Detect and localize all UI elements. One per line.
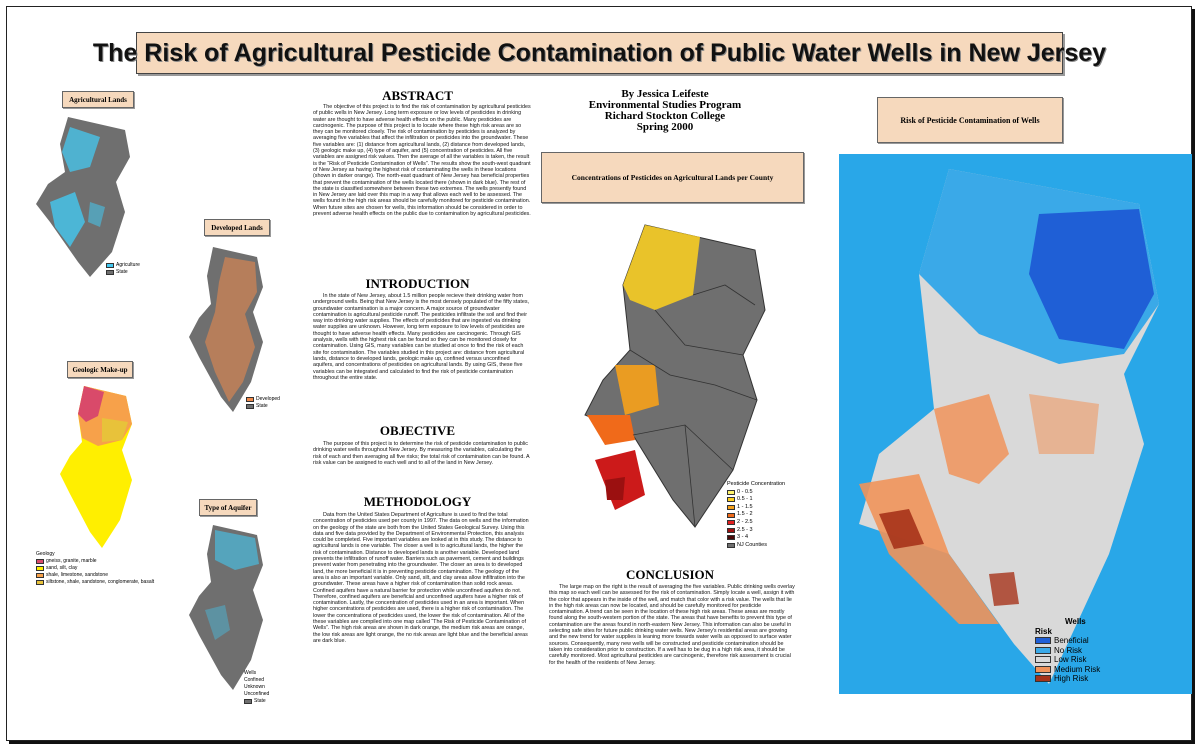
author-program: Environmental Studies Program	[588, 99, 742, 111]
risk-legend: Wells Risk Beneficial No Risk Low Risk M…	[1035, 617, 1100, 684]
geologic-legend-title: Geology	[36, 551, 55, 557]
author-date: Spring 2000	[636, 121, 694, 133]
objective-heading: OBJECTIVE	[379, 423, 456, 438]
abstract-heading: ABSTRACT	[382, 88, 453, 103]
legend-item-unknown: Unknown	[244, 684, 265, 690]
legend-item-counties: NJ Counties	[737, 541, 767, 548]
aquifer-legend: Wells Confined Unknown Unconfined State	[244, 670, 269, 705]
methodology-text: Data from the United States Department o…	[313, 512, 529, 644]
legend-item-state-3: State	[254, 698, 266, 704]
concentration-map	[584, 224, 766, 528]
author-name: By Jessica Leifeste	[621, 88, 709, 100]
legend-item-conc-2: 0.5 - 1	[737, 496, 753, 503]
developed-lands-label: Developed Lands	[204, 219, 270, 236]
legend-item-agriculture: Agriculture	[116, 262, 140, 268]
legend-swatch-high-risk	[1035, 675, 1051, 683]
legend-swatch-low-risk	[1035, 656, 1051, 664]
author-college: Richard Stockton College	[604, 110, 726, 122]
legend-item-conc-3: 1 - 1.5	[737, 503, 753, 510]
risk-legend-title: Risk	[1035, 626, 1052, 636]
legend-swatch-conc-4	[727, 512, 735, 518]
concentration-legend-title: Pesticide Concentration	[727, 481, 786, 487]
legend-swatch-sand	[36, 566, 44, 571]
legend-item-conc-1: 0 - 0.5	[737, 488, 753, 495]
title-banner: The Risk of Agricultural Pesticide Conta…	[93, 32, 1106, 74]
legend-swatch-developed	[246, 397, 254, 402]
legend-swatch-conc-2	[727, 497, 735, 503]
legend-swatch-beneficial	[1035, 637, 1051, 645]
concentration-map-label: Concentrations of Pesticides on Agricult…	[541, 152, 804, 203]
legend-swatch-no-risk	[1035, 646, 1051, 654]
legend-item-unconfined: Unconfined	[244, 691, 270, 697]
legend-swatch-siltstone	[36, 580, 44, 585]
legend-swatch-medium-risk	[1035, 665, 1051, 673]
geologic-makeup-label: Geologic Make-up	[67, 361, 133, 378]
developed-lands-map	[189, 247, 263, 412]
legend-item-confined: Confined	[244, 677, 265, 683]
legend-item-state-2: State	[256, 403, 268, 409]
geologic-makeup-map	[60, 386, 132, 548]
legend-item-no-risk: No Risk	[1054, 645, 1083, 655]
legend-swatch-conc-7	[727, 535, 735, 541]
legend-item-sand: sand, silt, clay	[46, 565, 78, 571]
legend-item-conc-4: 1.5 - 2	[737, 511, 753, 518]
author-block: By Jessica Leifeste Environmental Studie…	[555, 89, 775, 133]
legend-swatch-gneiss	[36, 559, 44, 564]
legend-item-low-risk: Low Risk	[1054, 655, 1087, 664]
legend-swatch-agriculture	[106, 263, 114, 268]
legend-swatch-conc-1	[727, 489, 735, 495]
geologic-legend: Geology gneiss, granite, marble sand, si…	[36, 551, 154, 586]
aquifer-type-map	[189, 525, 263, 690]
agricultural-lands-legend: Agriculture State	[106, 262, 140, 276]
aquifer-type-label: Type of Aquifer	[199, 499, 257, 516]
legend-swatch-shale	[36, 573, 44, 578]
legend-swatch-state-3	[244, 699, 252, 704]
objective-text: The purpose of this project is to determ…	[313, 441, 530, 466]
conclusion-text: The large map on the right is the result…	[549, 584, 795, 666]
methodology-heading: METHODOLOGY	[363, 494, 472, 509]
legend-swatch-conc-6	[727, 527, 735, 533]
developed-lands-legend: Developed State	[246, 396, 280, 410]
legend-item-siltstone: siltstone, shale, sandstone, conglomerat…	[46, 579, 155, 585]
introduction-text: In the state of New Jersey, about 1.5 mi…	[313, 293, 530, 381]
conclusion-heading: CONCLUSION	[625, 567, 715, 582]
poster-title: The Risk of Agricultural Pesticide Conta…	[92, 38, 1107, 67]
legend-swatch-conc-3	[727, 505, 735, 511]
concentration-legend: Pesticide Concentration 0 - 0.5 0.5 - 1 …	[727, 481, 785, 549]
legend-item-conc-7: 3 - 4	[737, 534, 749, 541]
risk-map	[839, 154, 1192, 694]
risk-legend-wells: Wells	[1065, 617, 1086, 626]
legend-item-conc-6: 2.5 - 3	[737, 526, 753, 533]
legend-item-beneficial: Beneficial	[1054, 636, 1089, 645]
agricultural-lands-label: Agricultural Lands	[62, 91, 134, 108]
legend-swatch-state	[106, 270, 114, 275]
introduction-heading: INTRODUCTION	[365, 276, 470, 291]
legend-item-gneiss: gneiss, granite, marble	[46, 558, 97, 564]
aquifer-legend-title: Wells	[244, 670, 257, 676]
risk-map-label: Risk of Pesticide Contamination of Wells	[877, 97, 1063, 143]
legend-swatch-counties	[727, 543, 735, 549]
legend-item-conc-5: 2 - 2.5	[737, 518, 753, 525]
legend-item-medium-risk: Medium Risk	[1054, 664, 1101, 674]
legend-item-state: State	[116, 269, 128, 275]
agricultural-lands-map	[36, 117, 130, 277]
legend-swatch-conc-5	[727, 520, 735, 526]
abstract-text: The objective of this project is to find…	[313, 104, 531, 218]
legend-item-high-risk: High Risk	[1054, 674, 1089, 683]
legend-item-developed: Developed	[256, 396, 280, 402]
legend-swatch-state-2	[246, 404, 254, 409]
legend-item-shale: shale, limestone, sandstone	[46, 572, 108, 578]
